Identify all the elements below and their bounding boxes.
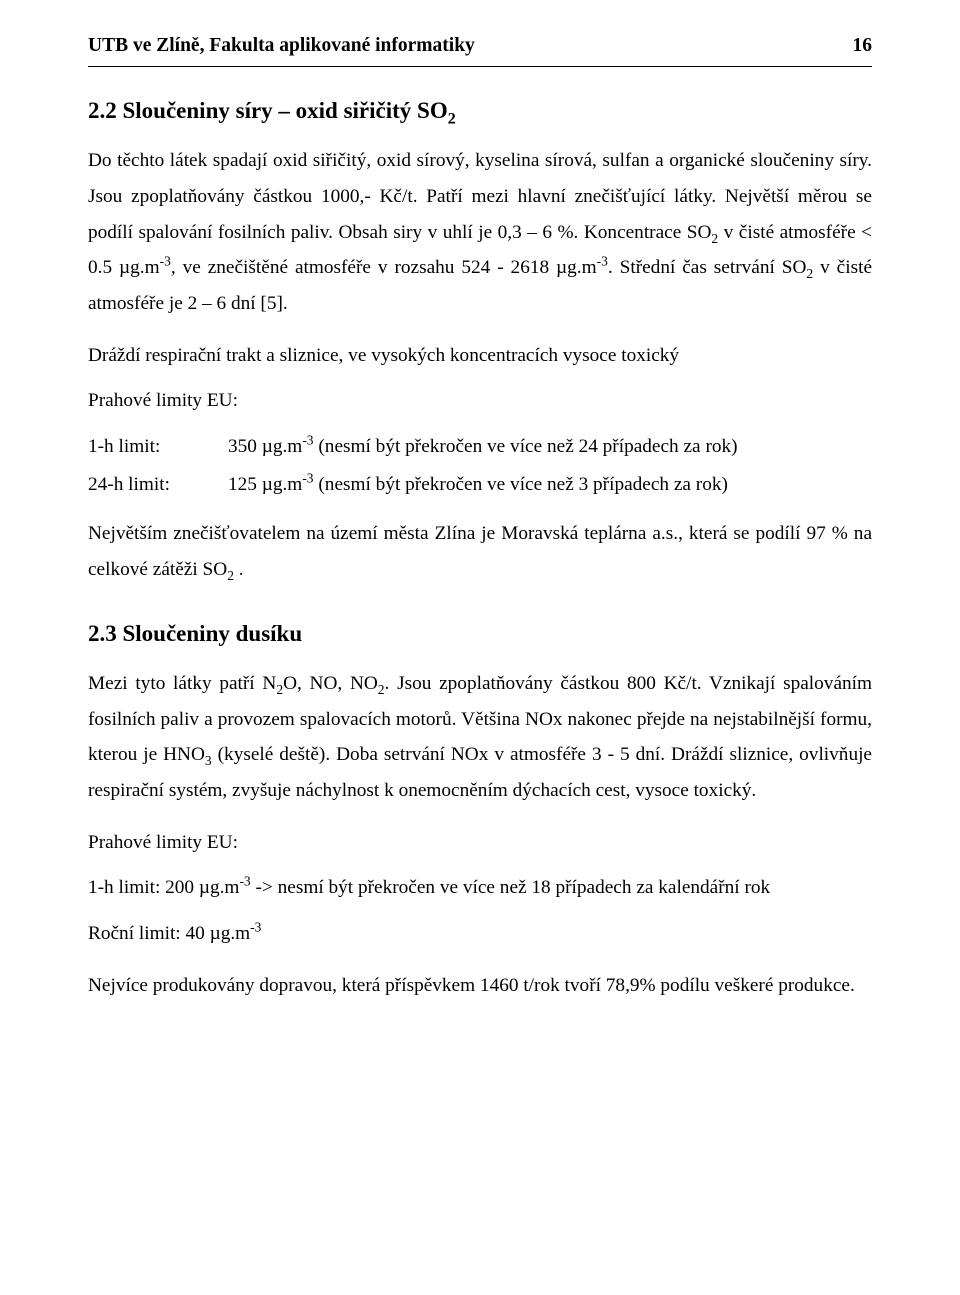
limit-24h-value: 125 µg.m-3 (nesmí být překročen ve více … xyxy=(228,467,872,503)
s23-limits-label: Prahové limity EU: xyxy=(88,825,872,861)
text: Koncentrace SO xyxy=(584,222,712,243)
sup-m3: -3 xyxy=(597,254,608,269)
header-rule xyxy=(88,66,872,67)
s22-paragraph-4: Největším znečišťovatelem na území města… xyxy=(88,516,872,587)
text: O, NO, NO xyxy=(283,673,378,694)
s22-paragraph-2: Dráždí respirační trakt a sliznice, ve v… xyxy=(88,338,872,374)
text: . Střední čas setrvání SO xyxy=(608,257,807,278)
sup-m3: -3 xyxy=(160,254,171,269)
s23-limit-annual: Roční limit: 40 µg.m-3 xyxy=(88,916,872,952)
limit-1h-label: 1-h limit: xyxy=(88,429,228,465)
sub2: 2 xyxy=(378,682,385,697)
section-2-2-heading: 2.2 Sloučeniny síry – oxid siřičitý SO2 xyxy=(88,95,872,127)
limit-1h-value: 350 µg.m-3 (nesmí být překročen ve více … xyxy=(228,429,872,465)
text: (nesmí být překročen ve více než 3 přípa… xyxy=(314,474,728,495)
text: -> nesmí být překročen ve více než 18 př… xyxy=(251,877,770,898)
limit-24h-label: 24-h limit: xyxy=(88,467,228,503)
document-page: UTB ve Zlíně, Fakulta aplikované informa… xyxy=(0,0,960,1295)
text: 350 µg.m xyxy=(228,436,302,457)
text: Největším znečišťovatelem na území města… xyxy=(88,523,872,580)
s23-paragraph-5: Nejvíce produkovány dopravou, která přís… xyxy=(88,968,872,1004)
sub3: 3 xyxy=(205,753,212,768)
s22-limits-label: Prahové limity EU: xyxy=(88,383,872,419)
s22-limits-table: 1-h limit: 350 µg.m-3 (nesmí být překroč… xyxy=(88,429,872,502)
header-page-number: 16 xyxy=(853,28,873,64)
sup-m3: -3 xyxy=(250,920,261,935)
text: 125 µg.m xyxy=(228,474,302,495)
text: 1-h limit: 200 µg.m xyxy=(88,877,239,898)
text: Roční limit: 40 µg.m xyxy=(88,923,250,944)
sup-m3: -3 xyxy=(239,874,250,889)
s23-paragraph-1: Mezi tyto látky patří N2O, NO, NO2. Jsou… xyxy=(88,666,872,809)
text: (nesmí být překročen ve více než 24 příp… xyxy=(314,436,738,457)
heading-sub2: 2 xyxy=(448,111,456,128)
text: Mezi tyto látky patří N xyxy=(88,673,276,694)
sup-m3: -3 xyxy=(302,470,313,485)
heading-text: 2.2 Sloučeniny síry – oxid siřičitý SO xyxy=(88,98,448,123)
sub2: 2 xyxy=(227,568,234,583)
text: . xyxy=(234,559,244,580)
page-header: UTB ve Zlíně, Fakulta aplikované informa… xyxy=(88,28,872,66)
s23-limit-1h: 1-h limit: 200 µg.m-3 -> nesmí být překr… xyxy=(88,870,872,906)
section-2-3-heading: 2.3 Sloučeniny dusíku xyxy=(88,618,872,650)
text: , ve znečištěné atmosféře v rozsahu 524 … xyxy=(171,257,597,278)
header-left: UTB ve Zlíně, Fakulta aplikované informa… xyxy=(88,28,475,64)
sup-m3: -3 xyxy=(302,433,313,448)
s22-paragraph-1: Do těchto látek spadají oxid siřičitý, o… xyxy=(88,143,872,321)
